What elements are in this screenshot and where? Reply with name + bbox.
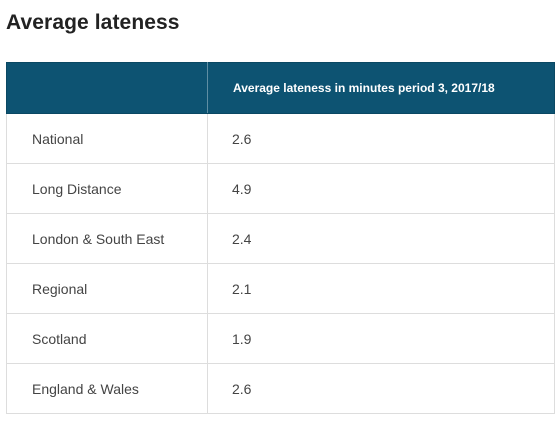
page-title: Average lateness (6, 11, 180, 34)
value-cell: 2.4 (207, 213, 555, 264)
table-row: Regional 2.1 (6, 263, 555, 314)
table-row: England & Wales 2.6 (6, 363, 555, 414)
table-header-row: Average lateness in minutes period 3, 20… (6, 62, 555, 114)
table-row: London & South East 2.4 (6, 213, 555, 264)
table-row: Long Distance 4.9 (6, 163, 555, 214)
sector-cell: England & Wales (6, 363, 208, 414)
value-cell: 2.1 (207, 263, 555, 314)
sector-cell: National (6, 113, 208, 164)
table-row: Scotland 1.9 (6, 313, 555, 364)
value-cell: 2.6 (207, 363, 555, 414)
sector-cell: Long Distance (6, 163, 208, 214)
sector-cell: Scotland (6, 313, 208, 364)
header-cell-sector (6, 62, 208, 114)
table-body: National 2.6 Long Distance 4.9 London & … (6, 113, 555, 414)
table-header: Average lateness in minutes period 3, 20… (6, 62, 555, 114)
value-cell: 2.6 (207, 113, 555, 164)
lateness-table: Average lateness in minutes period 3, 20… (6, 62, 555, 414)
table-row: National 2.6 (6, 113, 555, 164)
sector-cell: Regional (6, 263, 208, 314)
value-cell: 4.9 (207, 163, 555, 214)
value-cell: 1.9 (207, 313, 555, 364)
header-cell-lateness: Average lateness in minutes period 3, 20… (207, 62, 555, 114)
sector-cell: London & South East (6, 213, 208, 264)
